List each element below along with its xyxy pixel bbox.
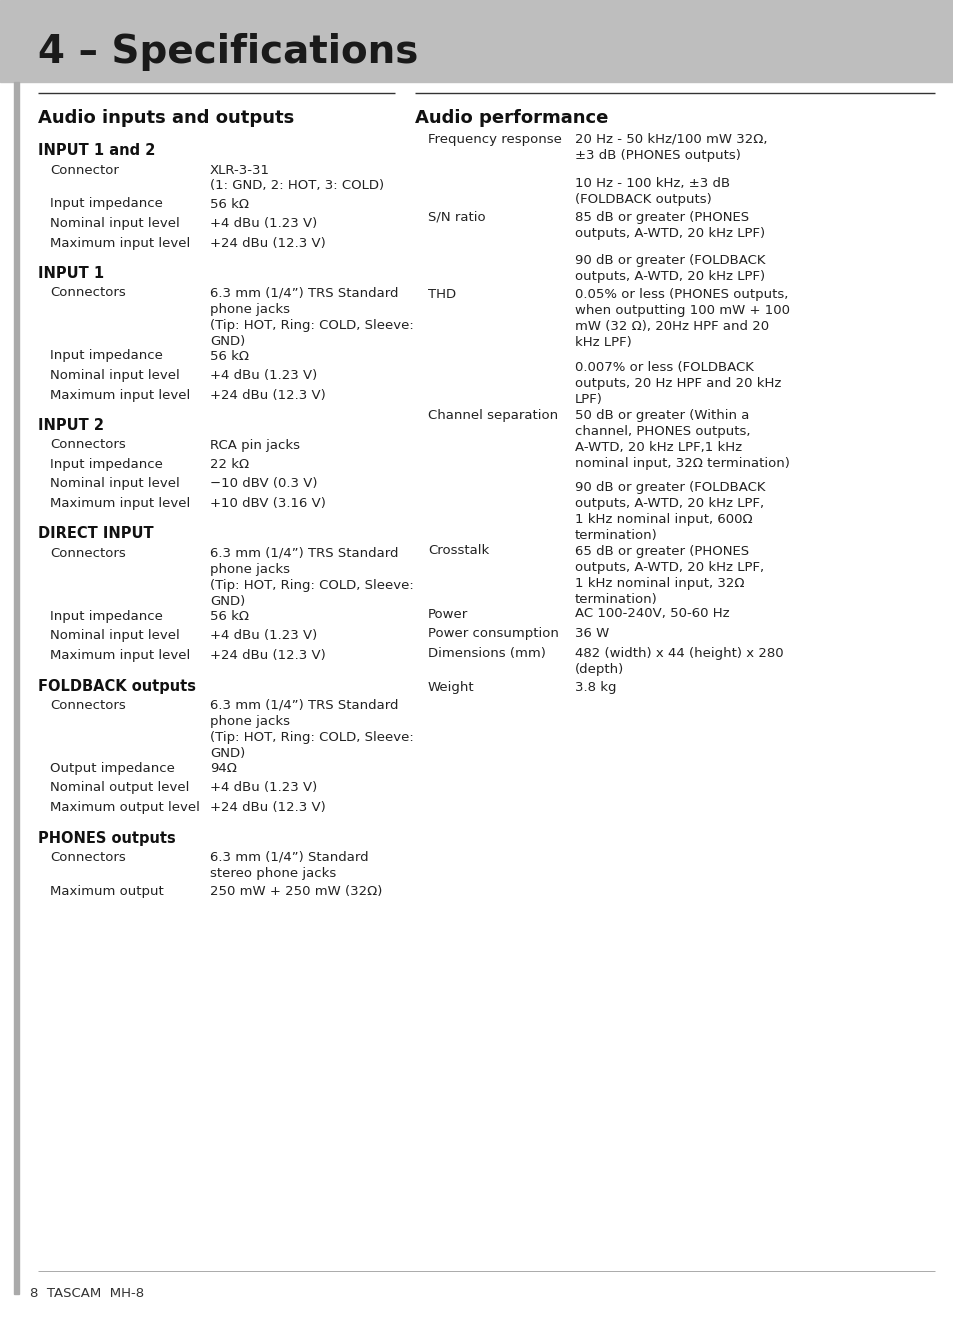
Text: −10 dBV (0.3 V): −10 dBV (0.3 V) bbox=[210, 478, 317, 490]
Text: Input impedance: Input impedance bbox=[50, 349, 163, 363]
Text: 50 dB or greater (Within a
channel, PHONES outputs,
A-WTD, 20 kHz LPF,1 kHz
nomi: 50 dB or greater (Within a channel, PHON… bbox=[575, 408, 789, 470]
Text: +24 dBu (12.3 V): +24 dBu (12.3 V) bbox=[210, 388, 325, 402]
Text: Maximum output level: Maximum output level bbox=[50, 801, 200, 814]
Text: 8  TASCAM  MH-8: 8 TASCAM MH-8 bbox=[30, 1287, 144, 1300]
Text: AC 100-240V, 50-60 Hz: AC 100-240V, 50-60 Hz bbox=[575, 608, 729, 620]
Text: 6.3 mm (1/4”) Standard
stereo phone jacks: 6.3 mm (1/4”) Standard stereo phone jack… bbox=[210, 852, 368, 880]
Text: Connectors: Connectors bbox=[50, 699, 126, 712]
Text: 6.3 mm (1/4”) TRS Standard
phone jacks
(Tip: HOT, Ring: COLD, Sleeve:
GND): 6.3 mm (1/4”) TRS Standard phone jacks (… bbox=[210, 699, 414, 761]
Text: Frequency response: Frequency response bbox=[428, 133, 561, 146]
Text: Connectors: Connectors bbox=[50, 287, 126, 300]
Text: +4 dBu (1.23 V): +4 dBu (1.23 V) bbox=[210, 217, 317, 230]
Text: Weight: Weight bbox=[428, 680, 475, 694]
Text: 56 kΩ: 56 kΩ bbox=[210, 611, 249, 623]
Text: XLR-3-31
(1: GND, 2: HOT, 3: COLD): XLR-3-31 (1: GND, 2: HOT, 3: COLD) bbox=[210, 163, 384, 193]
Text: Maximum input level: Maximum input level bbox=[50, 497, 190, 510]
Text: +24 dBu (12.3 V): +24 dBu (12.3 V) bbox=[210, 649, 325, 661]
Text: Dimensions (mm): Dimensions (mm) bbox=[428, 647, 545, 660]
Text: PHONES outputs: PHONES outputs bbox=[38, 830, 175, 845]
Text: 4 – Specifications: 4 – Specifications bbox=[38, 33, 418, 71]
Text: INPUT 1 and 2: INPUT 1 and 2 bbox=[38, 143, 155, 158]
Text: Audio inputs and outputs: Audio inputs and outputs bbox=[38, 108, 294, 127]
Text: 56 kΩ: 56 kΩ bbox=[210, 197, 249, 210]
Text: Power consumption: Power consumption bbox=[428, 627, 558, 640]
Text: DIRECT INPUT: DIRECT INPUT bbox=[38, 526, 153, 541]
Text: Maximum input level: Maximum input level bbox=[50, 388, 190, 402]
Text: Maximum input level: Maximum input level bbox=[50, 649, 190, 661]
Text: Crosstalk: Crosstalk bbox=[428, 545, 489, 557]
Text: Connectors: Connectors bbox=[50, 548, 126, 560]
Text: 94Ω: 94Ω bbox=[210, 762, 236, 775]
Text: Input impedance: Input impedance bbox=[50, 197, 163, 210]
Text: 0.007% or less (FOLDBACK
outputs, 20 Hz HPF and 20 kHz
LPF): 0.007% or less (FOLDBACK outputs, 20 Hz … bbox=[575, 360, 781, 406]
Text: Channel separation: Channel separation bbox=[428, 408, 558, 422]
Text: RCA pin jacks: RCA pin jacks bbox=[210, 438, 299, 451]
Text: 85 dB or greater (PHONES
outputs, A-WTD, 20 kHz LPF): 85 dB or greater (PHONES outputs, A-WTD,… bbox=[575, 210, 764, 240]
Text: Connector: Connector bbox=[50, 163, 119, 177]
Text: S/N ratio: S/N ratio bbox=[428, 210, 485, 224]
Text: 482 (width) x 44 (height) x 280
(depth): 482 (width) x 44 (height) x 280 (depth) bbox=[575, 647, 782, 675]
Text: 0.05% or less (PHONES outputs,
when outputting 100 mW + 100
mW (32 Ω), 20Hz HPF : 0.05% or less (PHONES outputs, when outp… bbox=[575, 288, 789, 349]
Text: INPUT 1: INPUT 1 bbox=[38, 266, 104, 281]
Text: +10 dBV (3.16 V): +10 dBV (3.16 V) bbox=[210, 497, 326, 510]
Text: 250 mW + 250 mW (32Ω): 250 mW + 250 mW (32Ω) bbox=[210, 885, 382, 898]
Text: Nominal input level: Nominal input level bbox=[50, 370, 179, 382]
Text: Power: Power bbox=[428, 608, 468, 620]
Text: Nominal output level: Nominal output level bbox=[50, 782, 190, 794]
Text: +24 dBu (12.3 V): +24 dBu (12.3 V) bbox=[210, 801, 325, 814]
Text: Input impedance: Input impedance bbox=[50, 458, 163, 471]
Text: 6.3 mm (1/4”) TRS Standard
phone jacks
(Tip: HOT, Ring: COLD, Sleeve:
GND): 6.3 mm (1/4”) TRS Standard phone jacks (… bbox=[210, 287, 414, 348]
Text: 3.8 kg: 3.8 kg bbox=[575, 680, 616, 694]
Text: Connectors: Connectors bbox=[50, 438, 126, 451]
Text: 20 Hz - 50 kHz/100 mW 32Ω,
±3 dB (PHONES outputs): 20 Hz - 50 kHz/100 mW 32Ω, ±3 dB (PHONES… bbox=[575, 133, 767, 162]
Text: 90 dB or greater (FOLDBACK
outputs, A-WTD, 20 kHz LPF): 90 dB or greater (FOLDBACK outputs, A-WT… bbox=[575, 254, 764, 283]
Text: +4 dBu (1.23 V): +4 dBu (1.23 V) bbox=[210, 629, 317, 643]
Text: Maximum output: Maximum output bbox=[50, 885, 164, 898]
Text: FOLDBACK outputs: FOLDBACK outputs bbox=[38, 679, 195, 694]
Text: INPUT 2: INPUT 2 bbox=[38, 418, 104, 432]
Text: Input impedance: Input impedance bbox=[50, 611, 163, 623]
Bar bbox=[14, 82, 19, 1293]
Text: +4 dBu (1.23 V): +4 dBu (1.23 V) bbox=[210, 370, 317, 382]
Text: Output impedance: Output impedance bbox=[50, 762, 174, 775]
Text: +4 dBu (1.23 V): +4 dBu (1.23 V) bbox=[210, 782, 317, 794]
Text: THD: THD bbox=[428, 288, 456, 301]
Text: Audio performance: Audio performance bbox=[415, 108, 608, 127]
Text: 6.3 mm (1/4”) TRS Standard
phone jacks
(Tip: HOT, Ring: COLD, Sleeve:
GND): 6.3 mm (1/4”) TRS Standard phone jacks (… bbox=[210, 548, 414, 608]
Bar bbox=[0, 0, 953, 82]
Text: Nominal input level: Nominal input level bbox=[50, 478, 179, 490]
Text: +24 dBu (12.3 V): +24 dBu (12.3 V) bbox=[210, 237, 325, 249]
Text: Connectors: Connectors bbox=[50, 852, 126, 864]
Text: Nominal input level: Nominal input level bbox=[50, 217, 179, 230]
Text: Maximum input level: Maximum input level bbox=[50, 237, 190, 249]
Text: 90 dB or greater (FOLDBACK
outputs, A-WTD, 20 kHz LPF,
1 kHz nominal input, 600Ω: 90 dB or greater (FOLDBACK outputs, A-WT… bbox=[575, 482, 764, 542]
Text: 65 dB or greater (PHONES
outputs, A-WTD, 20 kHz LPF,
1 kHz nominal input, 32Ω
te: 65 dB or greater (PHONES outputs, A-WTD,… bbox=[575, 545, 763, 605]
Text: 36 W: 36 W bbox=[575, 627, 609, 640]
Text: 10 Hz - 100 kHz, ±3 dB
(FOLDBACK outputs): 10 Hz - 100 kHz, ±3 dB (FOLDBACK outputs… bbox=[575, 177, 729, 205]
Text: 22 kΩ: 22 kΩ bbox=[210, 458, 249, 471]
Text: Nominal input level: Nominal input level bbox=[50, 629, 179, 643]
Text: 56 kΩ: 56 kΩ bbox=[210, 349, 249, 363]
